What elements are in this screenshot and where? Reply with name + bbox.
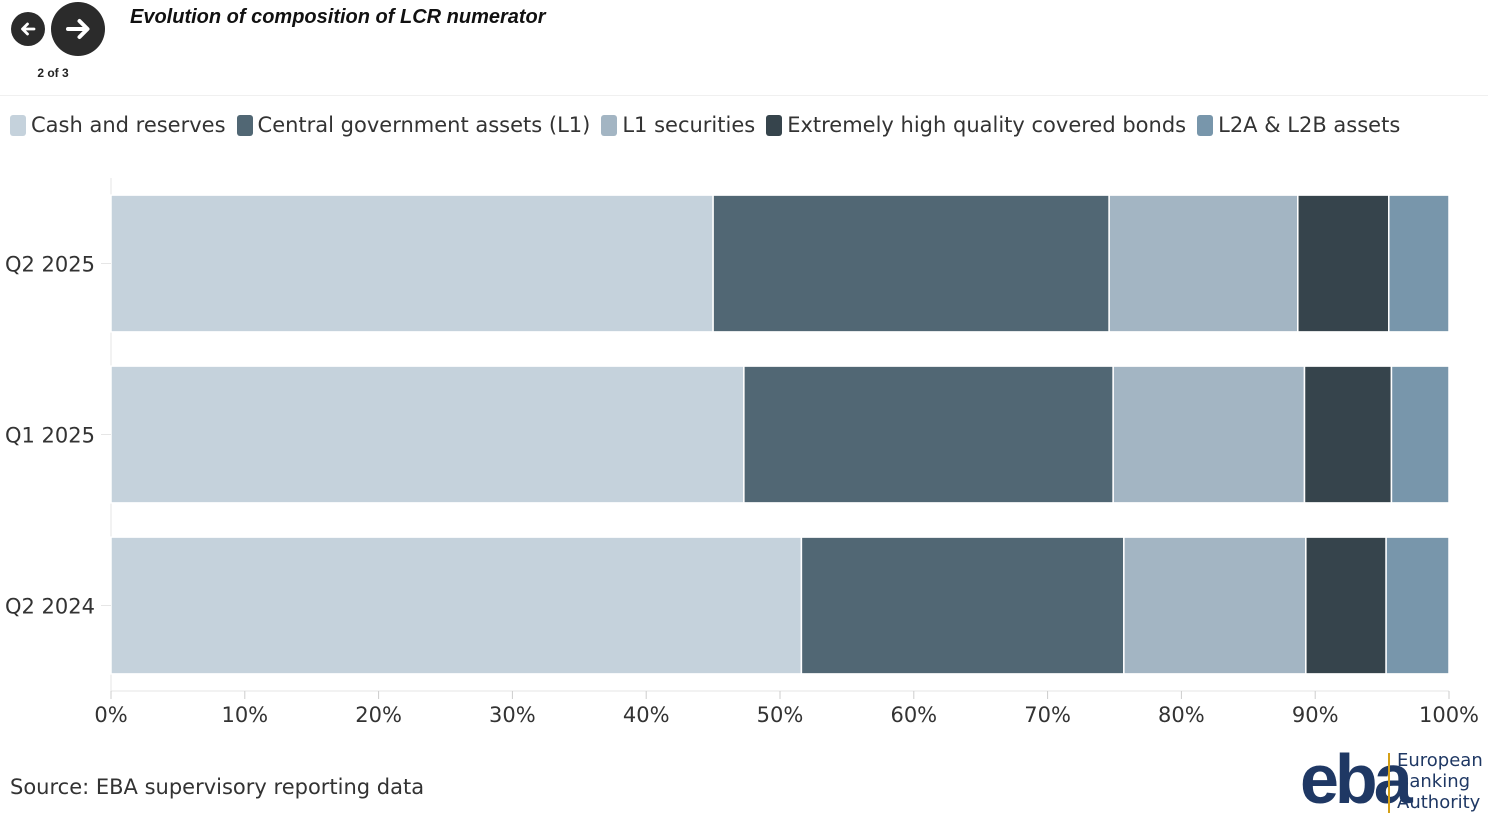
x-tick-label: 50% xyxy=(757,703,804,727)
header-divider xyxy=(0,95,1488,96)
bar-segment xyxy=(110,194,714,333)
bar-segment xyxy=(1297,194,1390,333)
legend-swatch xyxy=(236,114,253,136)
arrow-right-icon xyxy=(66,19,90,39)
x-tick-label: 20% xyxy=(355,703,402,727)
category-label: Q2 2024 xyxy=(5,595,95,619)
bar-segment xyxy=(1123,536,1307,675)
bar-segment xyxy=(1112,365,1306,504)
bar-segment xyxy=(743,365,1114,504)
logo-text: European Banking Authority xyxy=(1397,750,1483,813)
page-counter: 2 of 3 xyxy=(37,66,69,80)
legend-swatch xyxy=(601,114,618,136)
bar-segment xyxy=(712,194,1110,333)
x-tick-label: 10% xyxy=(221,703,268,727)
legend-swatch xyxy=(10,114,26,136)
logo-line-3: Authority xyxy=(1397,792,1481,813)
bar-segment xyxy=(1390,365,1450,504)
logo-mark: eba xyxy=(1300,740,1413,818)
next-chart-button[interactable] xyxy=(51,2,105,56)
source-note: Source: EBA supervisory reporting data xyxy=(10,775,425,799)
legend-item[interactable]: Extremely high quality covered bonds xyxy=(766,113,1186,137)
legend-swatch xyxy=(766,114,783,136)
legend-label: Central government assets (L1) xyxy=(257,113,591,137)
legend-item[interactable]: L2A & L2B assets xyxy=(1197,113,1400,137)
x-tick-label: 0% xyxy=(94,703,127,727)
bar-segment xyxy=(1305,536,1387,675)
x-tick-label: 90% xyxy=(1292,703,1339,727)
x-tick-label: 30% xyxy=(489,703,536,727)
bar-segment xyxy=(110,536,803,675)
stacked-bar-chart: Q2 2025 Q1 2025 Q2 2024 0% 10% 20% 30% 40% 50% 60… xyxy=(5,178,1479,727)
legend-label: L2A & L2B assets xyxy=(1218,113,1401,137)
logo-line-1: European xyxy=(1397,750,1483,771)
legend-item[interactable]: Cash and reserves xyxy=(10,113,226,137)
bar-segment xyxy=(1108,194,1299,333)
logo-divider xyxy=(1388,753,1390,813)
bar-segment xyxy=(1388,194,1450,333)
legend-swatch xyxy=(1197,114,1214,136)
eba-logo: eba European Banking Authority xyxy=(1300,744,1486,816)
previous-chart-button[interactable] xyxy=(11,12,45,46)
legend-label: Extremely high quality covered bonds xyxy=(787,113,1187,137)
legend-label: Cash and reserves xyxy=(31,113,226,137)
chart-legend: Cash and reserves Central government asse… xyxy=(10,113,1411,137)
arrow-left-icon xyxy=(21,22,36,36)
chart-title: Evolution of composition of LCR numerato… xyxy=(130,6,546,28)
bar-segment xyxy=(1385,536,1450,675)
legend-label: L1 securities xyxy=(622,113,756,137)
x-tick-label: 60% xyxy=(890,703,937,727)
bar-segment xyxy=(110,365,745,504)
bar-segment xyxy=(800,536,1125,675)
category-label: Q2 2025 xyxy=(5,253,95,277)
logo-line-2: Banking xyxy=(1397,771,1471,792)
legend-item[interactable]: Central government assets (L1) xyxy=(236,113,591,137)
category-label: Q1 2025 xyxy=(5,424,95,448)
bar-segment xyxy=(1303,365,1393,504)
legend-item[interactable]: L1 securities xyxy=(601,113,755,137)
x-tick-label: 80% xyxy=(1158,703,1205,727)
x-tick-label: 70% xyxy=(1024,703,1071,727)
x-tick-label: 100% xyxy=(1419,703,1479,727)
x-tick-label: 40% xyxy=(623,703,670,727)
